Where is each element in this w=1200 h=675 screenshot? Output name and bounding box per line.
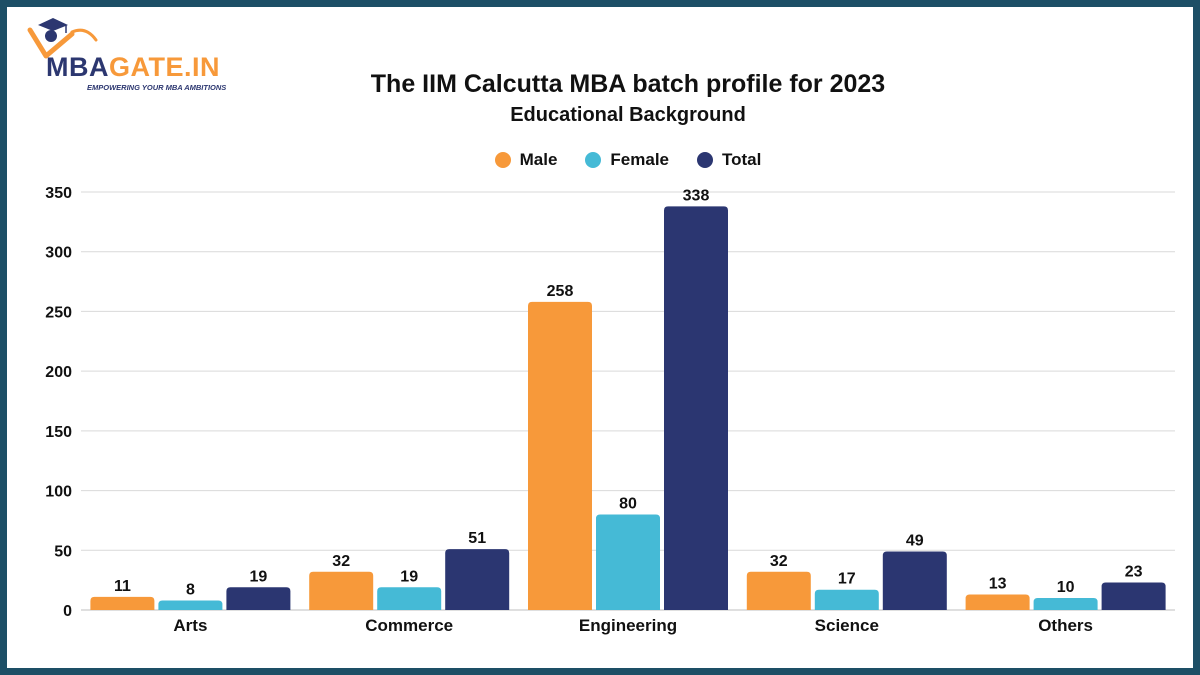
bar-male-science bbox=[746, 571, 811, 610]
chart-subtitle: Educational Background bbox=[510, 104, 746, 126]
brand-name: MBAGATE.IN bbox=[46, 52, 220, 82]
y-tick-label: 150 bbox=[45, 424, 72, 441]
data-label: 19 bbox=[250, 568, 268, 585]
x-category-label: Science bbox=[815, 616, 879, 635]
data-label: 13 bbox=[989, 575, 1007, 592]
x-category-label: Commerce bbox=[365, 616, 453, 635]
bar-female-others bbox=[1033, 598, 1098, 610]
bar-male-engineering bbox=[528, 301, 592, 610]
bar-male-arts bbox=[90, 596, 155, 610]
bar-female-science bbox=[814, 589, 879, 610]
bar-male-commerce bbox=[309, 571, 374, 610]
chart-title: The IIM Calcutta MBA batch profile for 2… bbox=[370, 70, 886, 98]
data-label: 80 bbox=[619, 495, 637, 512]
x-category-label: Others bbox=[1038, 616, 1093, 635]
y-tick-label: 50 bbox=[54, 543, 72, 560]
graduation-cap-icon bbox=[27, 18, 98, 59]
bar-female-arts bbox=[158, 600, 223, 610]
y-tick-label: 250 bbox=[45, 304, 72, 321]
brand-tagline: EMPOWERING YOUR MBA AMBITIONS bbox=[87, 83, 227, 92]
data-label: 49 bbox=[906, 532, 924, 549]
legend-swatch-male bbox=[494, 152, 511, 168]
bar-female-commerce bbox=[377, 587, 442, 610]
legend-swatch-female bbox=[585, 152, 602, 168]
data-label: 32 bbox=[332, 553, 350, 570]
data-label: 17 bbox=[838, 571, 856, 588]
y-tick-label: 200 bbox=[45, 364, 72, 381]
chart-legend: Male Female Total bbox=[0, 150, 1200, 170]
legend-label-total: Total bbox=[722, 150, 762, 169]
data-label: 258 bbox=[547, 283, 574, 300]
data-label: 338 bbox=[683, 187, 710, 204]
x-category-label: Engineering bbox=[579, 616, 677, 635]
x-category-label: Arts bbox=[173, 616, 207, 635]
y-tick-label: 0 bbox=[63, 603, 72, 620]
bar-male-others bbox=[965, 594, 1030, 610]
bar-total-science bbox=[882, 551, 947, 610]
data-label: 51 bbox=[468, 530, 486, 547]
data-label: 11 bbox=[114, 578, 131, 595]
brand-logo: MBAGATE.IN EMPOWERING YOUR MBA AMBITIONS bbox=[24, 16, 254, 96]
legend-item-male: Male bbox=[494, 150, 558, 170]
bar-total-arts bbox=[226, 587, 291, 610]
bar-total-commerce bbox=[445, 549, 510, 610]
y-tick-label: 300 bbox=[45, 245, 72, 262]
legend-label-male: Male bbox=[519, 150, 558, 169]
data-label: 19 bbox=[400, 568, 418, 585]
y-tick-label: 100 bbox=[45, 484, 72, 501]
legend-swatch-total bbox=[697, 152, 714, 168]
bar-total-others bbox=[1101, 582, 1166, 610]
bar-female-engineering bbox=[596, 514, 660, 610]
data-label: 23 bbox=[1125, 564, 1143, 581]
legend-item-female: Female bbox=[585, 150, 669, 170]
data-label: 8 bbox=[186, 581, 195, 598]
data-label: 10 bbox=[1057, 579, 1075, 596]
data-label: 32 bbox=[770, 553, 788, 570]
legend-label-female: Female bbox=[610, 150, 670, 169]
y-tick-label: 350 bbox=[45, 185, 72, 202]
bar-total-engineering bbox=[664, 206, 728, 611]
legend-item-total: Total bbox=[697, 150, 761, 170]
